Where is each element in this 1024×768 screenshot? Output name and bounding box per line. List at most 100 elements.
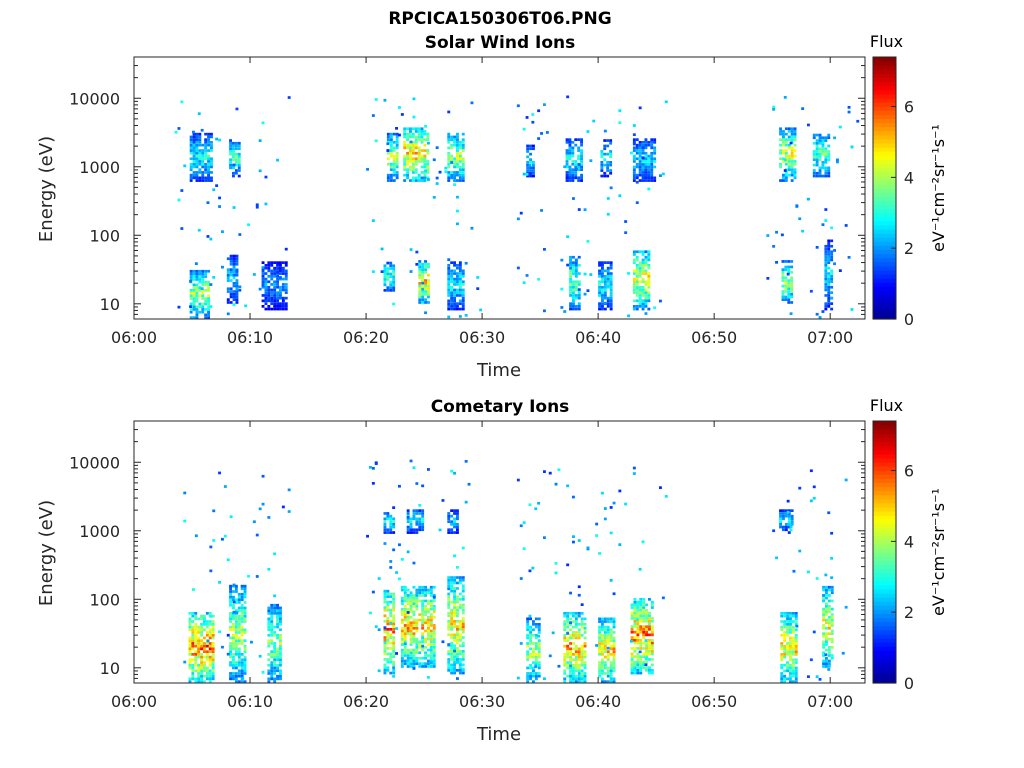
- flux-cell: [423, 171, 427, 174]
- flux-cell: [577, 539, 581, 542]
- flux-cell: [201, 157, 205, 161]
- flux-cell: [529, 672, 532, 675]
- flux-cell: [267, 620, 271, 623]
- flux-cell: [450, 143, 454, 147]
- flux-cell: [441, 499, 445, 502]
- flux-cell: [642, 636, 646, 639]
- flux-cell: [612, 623, 616, 626]
- flux-cell: [532, 161, 535, 164]
- flux-cell: [461, 138, 465, 141]
- flux-cell: [569, 275, 572, 278]
- flux-cell: [386, 151, 390, 155]
- flux-cell: [639, 671, 643, 675]
- flux-cell: [383, 512, 387, 515]
- flux-cell: [647, 258, 651, 262]
- flux-cell: [409, 599, 413, 603]
- flux-cell: [644, 171, 648, 174]
- flux-cell: [273, 275, 277, 278]
- flux-cell: [461, 305, 465, 308]
- colorbar-segment: [873, 441, 896, 447]
- flux-cell: [641, 176, 645, 180]
- flux-cell: [414, 157, 418, 161]
- flux-cell: [791, 672, 795, 675]
- flux-cell: [456, 630, 459, 634]
- flux-cell: [780, 680, 784, 683]
- flux-cell: [234, 647, 238, 651]
- flux-cell: [580, 612, 584, 615]
- flux-cell: [273, 655, 277, 659]
- flux-cell: [782, 514, 785, 518]
- flux-cell: [650, 162, 654, 166]
- flux-cell: [824, 219, 828, 222]
- flux-cell: [586, 289, 590, 292]
- flux-cell: [566, 661, 570, 664]
- flux-cell: [537, 642, 541, 645]
- flux-cell: [603, 620, 607, 623]
- flux-cell: [392, 157, 396, 161]
- flux-cell: [565, 157, 569, 161]
- flux-cell: [273, 663, 277, 667]
- flux-cell: [424, 265, 427, 269]
- flux-cell: [818, 158, 822, 161]
- flux-cell: [211, 644, 215, 648]
- flux-cell: [203, 617, 206, 621]
- flux-cell: [371, 114, 375, 117]
- flux-cell: [191, 614, 195, 618]
- flux-cell: [779, 514, 782, 518]
- flux-cell: [560, 306, 564, 309]
- flux-cell: [606, 302, 610, 305]
- flux-cell: [208, 658, 212, 662]
- flux-cell: [825, 621, 828, 625]
- flux-cell: [633, 663, 637, 667]
- flux-cell: [783, 636, 787, 640]
- colorbar-segment: [873, 437, 896, 443]
- colorbar-segment: [873, 584, 896, 590]
- colorbar-segment: [873, 486, 896, 492]
- flux-cell: [232, 206, 236, 209]
- flux-cell: [532, 674, 535, 678]
- flux-cell: [633, 622, 637, 626]
- flux-cell: [456, 302, 459, 305]
- flux-cell: [609, 163, 613, 167]
- flux-cell: [815, 133, 819, 137]
- flux-cell: [427, 632, 430, 635]
- flux-cell: [417, 135, 421, 139]
- flux-cell: [392, 269, 396, 273]
- colorbar-tick-label: 0: [904, 310, 914, 329]
- flux-cell: [461, 162, 465, 166]
- flux-cell: [583, 642, 587, 645]
- flux-cell: [601, 623, 604, 626]
- flux-cell: [206, 235, 210, 238]
- flux-cell: [598, 305, 601, 308]
- flux-cell: [226, 279, 230, 282]
- flux-cell: [207, 280, 210, 284]
- flux-cell: [824, 174, 828, 178]
- flux-cell: [420, 160, 424, 163]
- flux-cell: [580, 633, 584, 637]
- flux-cell: [205, 658, 209, 662]
- colorbar-segment: [873, 605, 896, 610]
- flux-cell: [395, 154, 399, 158]
- flux-cell: [818, 174, 822, 178]
- flux-cell: [577, 672, 581, 675]
- flux-cell: [793, 149, 797, 152]
- flux-cell: [276, 658, 279, 662]
- flux-cell: [824, 166, 828, 170]
- colorbar-segment: [873, 61, 896, 66]
- flux-cell: [386, 261, 390, 265]
- flux-cell: [630, 669, 634, 672]
- flux-cell: [825, 596, 828, 600]
- flux-cell: [412, 514, 416, 518]
- flux-cell: [644, 151, 648, 155]
- flux-cell: [782, 157, 785, 161]
- flux-cell: [534, 665, 538, 669]
- flux-cell: [279, 677, 282, 681]
- flux-cell: [790, 171, 794, 174]
- flux-cell: [392, 264, 396, 268]
- flux-cell: [794, 633, 798, 637]
- flux-cell: [189, 179, 193, 182]
- flux-cell: [240, 666, 244, 670]
- flux-cell: [211, 631, 215, 634]
- flux-cell: [786, 666, 789, 670]
- flux-cell: [426, 171, 430, 174]
